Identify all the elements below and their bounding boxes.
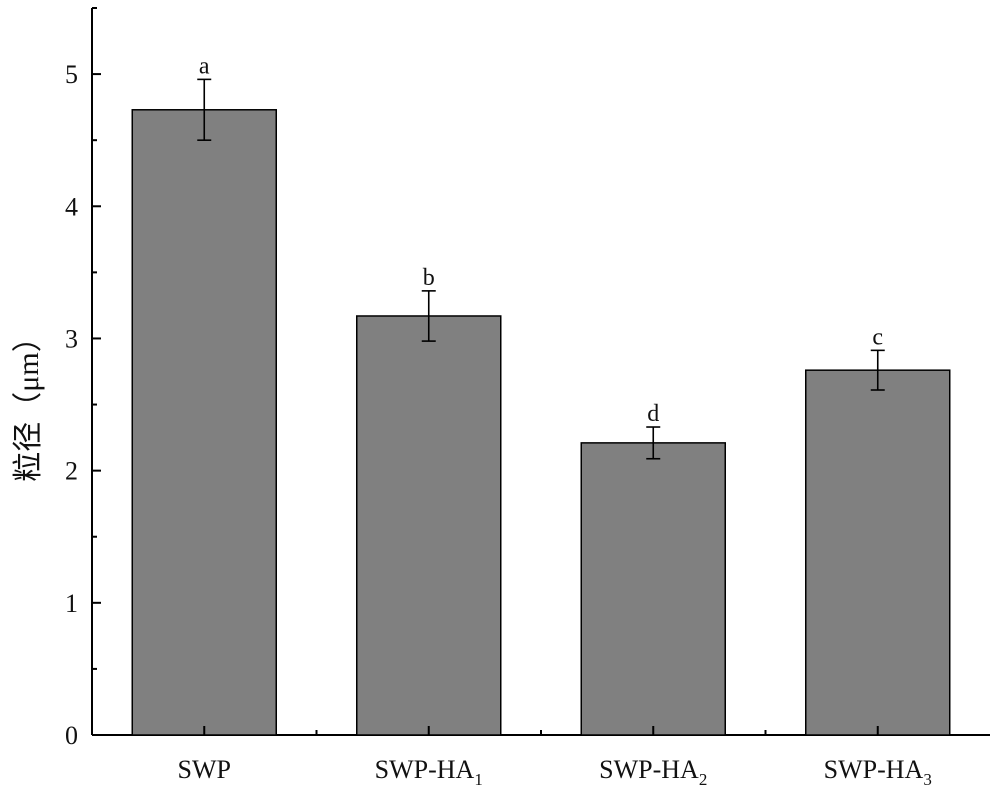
bars — [132, 110, 950, 735]
error-bars — [197, 79, 885, 458]
y-axis-ticks: 0 1 2 3 4 5 — [65, 8, 101, 750]
significance-labels: a b d c — [199, 53, 883, 427]
significance-label: a — [199, 53, 210, 79]
x-tick-label-subscript: 1 — [474, 770, 483, 789]
x-tick-label-subscript: 2 — [699, 770, 708, 789]
bar — [357, 316, 501, 735]
x-tick-label: SWP-HA2 — [599, 755, 707, 789]
x-tick-label-subscript: 3 — [923, 770, 932, 789]
significance-label: b — [423, 265, 435, 291]
y-tick-label: 0 — [65, 721, 78, 750]
bar — [806, 370, 950, 735]
x-tick-label-base: SWP — [178, 755, 231, 784]
x-tick-label-base: SWP-HA — [599, 755, 699, 784]
bar — [581, 443, 725, 735]
x-tick-label-base: SWP-HA — [375, 755, 475, 784]
bar — [132, 110, 276, 735]
y-axis-label: 粒径（μm） — [12, 322, 45, 481]
y-tick-label: 4 — [65, 192, 78, 221]
significance-label: c — [872, 324, 883, 350]
significance-label: d — [647, 401, 659, 427]
y-tick-label: 1 — [65, 589, 78, 618]
x-tick-label: SWP-HA1 — [375, 755, 483, 789]
x-tick-label-base: SWP-HA — [824, 755, 924, 784]
y-tick-label: 2 — [65, 457, 78, 486]
x-tick-label: SWP-HA3 — [824, 755, 932, 789]
y-tick-label: 5 — [65, 60, 78, 89]
y-tick-label: 3 — [65, 324, 78, 353]
x-tick-label: SWP — [178, 755, 231, 784]
